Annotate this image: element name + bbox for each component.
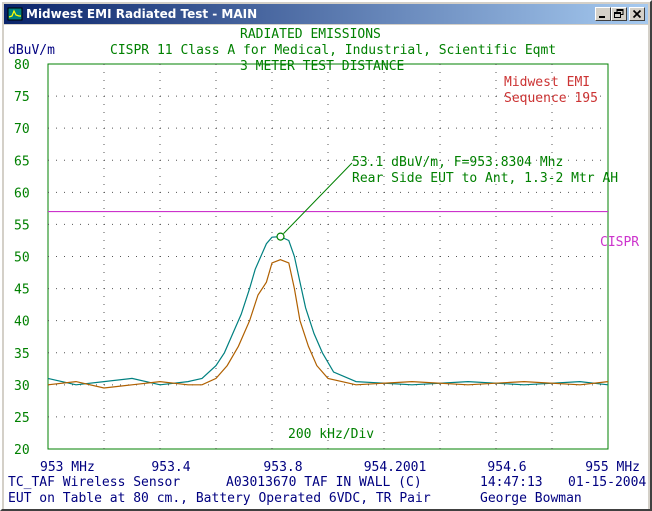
- emission-trace-1: [47, 235, 609, 386]
- title-bar[interactable]: Midwest EMI Radiated Test - MAIN: [4, 4, 648, 24]
- chart-area: 80 75 70 65 60 55 50 45 40 35 30 25 20 953 MHz 953.4 95…: [4, 25, 648, 509]
- footer-date: 01-15-2004: [568, 475, 647, 490]
- y-tick-label: 45: [14, 283, 30, 298]
- window-title: Midwest EMI Radiated Test - MAIN: [26, 7, 258, 21]
- grid: [47, 63, 609, 450]
- footer-eut-setup: EUT on Table at 80 cm., Battery Operated…: [8, 491, 431, 506]
- x-tick-label: 955 MHz: [585, 460, 640, 475]
- emission-trace-2: [47, 259, 609, 389]
- restore-button[interactable]: [611, 7, 627, 21]
- x-tick-label: 954.2001: [364, 460, 427, 475]
- y-tick-label: 35: [14, 347, 30, 362]
- division-label: 200 kHz/Div: [288, 427, 375, 442]
- x-tick-label: 954.6: [487, 460, 526, 475]
- y-tick-label: 30: [14, 379, 30, 394]
- limit-label: CISPR: [600, 235, 640, 250]
- y-tick-label: 40: [14, 315, 30, 330]
- minimize-icon: [599, 16, 605, 18]
- minimize-button[interactable]: [595, 7, 611, 21]
- marker-leader-line: [283, 162, 353, 234]
- y-tick-label: 50: [14, 251, 30, 266]
- footer-model: A03013670 TAF IN WALL (C): [226, 475, 422, 490]
- x-tick-label: 953.8: [263, 460, 302, 475]
- y-tick-label: 25: [14, 411, 30, 426]
- close-button[interactable]: [629, 7, 645, 21]
- axis-ticks: 80 75 70 65 60 55 50 45 40 35 30 25 20 953 MHz 953.4 95…: [14, 58, 640, 475]
- close-icon: [632, 9, 642, 19]
- y-tick-label: 65: [14, 154, 30, 169]
- footer-operator: George Bowman: [480, 491, 582, 506]
- y-tick-label: 20: [14, 443, 30, 458]
- traces: [47, 210, 609, 389]
- y-tick-label: 75: [14, 90, 30, 105]
- chart-subtitle: CISPR 11 Class A for Medical, Industrial…: [110, 43, 557, 58]
- y-axis-unit: dBuV/m: [8, 43, 55, 58]
- test-distance-label: 3 METER TEST DISTANCE: [240, 59, 405, 74]
- footer-eut-name: TC_TAF Wireless Sensor: [8, 475, 181, 490]
- chart-title: RADIATED EMISSIONS: [240, 27, 381, 42]
- x-tick-label: 953 MHz: [40, 460, 95, 475]
- y-tick-label: 60: [14, 186, 30, 201]
- app-icon: [7, 7, 23, 21]
- restore-icon: [614, 9, 624, 18]
- sequence-label: Sequence 195: [504, 91, 598, 106]
- y-tick-label: 70: [14, 122, 30, 137]
- marker-annotation-line1: 53.1 dBuV/m, F=953.8304 Mhz: [352, 155, 564, 170]
- marker-annotation-line2: Rear Side EUT to Ant, 1.3-2 Mtr AH: [352, 171, 619, 186]
- y-tick-label: 55: [14, 218, 30, 233]
- y-tick-label: 80: [14, 58, 30, 73]
- marker: [276, 162, 353, 241]
- footer-time: 14:47:13: [480, 475, 543, 490]
- lab-name: Midwest EMI: [504, 75, 591, 90]
- peak-marker: [276, 232, 285, 241]
- x-tick-label: 953.4: [151, 460, 190, 475]
- emissions-plot: 80 75 70 65 60 55 50 45 40 35 30 25 20 953 MHz 953.4 95…: [14, 58, 640, 475]
